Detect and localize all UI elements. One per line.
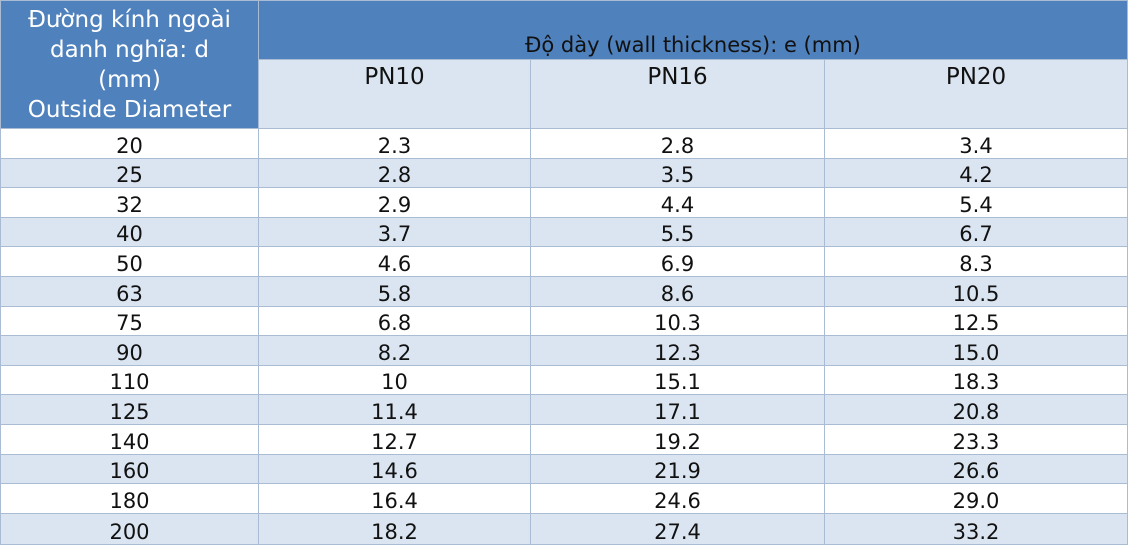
diameter-cell: 110 bbox=[0, 364, 259, 396]
table-row: 40 3.7 5.5 6.7 bbox=[0, 216, 1128, 248]
pn20-cell: 20.8 bbox=[823, 394, 1128, 425]
pn10-cell: 2.9 bbox=[258, 187, 531, 218]
pn16-cell: 19.2 bbox=[530, 423, 825, 455]
pn16-cell: 24.6 bbox=[530, 483, 825, 514]
table-row: 110 10 15.1 18.3 bbox=[0, 364, 1128, 396]
pn10-cell: 11.4 bbox=[258, 394, 531, 425]
diameter-label-line-1: Đường kính ngoài bbox=[28, 6, 231, 33]
diameter-cell: 75 bbox=[0, 305, 259, 337]
table-row: 140 12.7 19.2 23.3 bbox=[0, 423, 1128, 455]
pn20-cell: 23.3 bbox=[823, 423, 1128, 455]
diameter-cell: 32 bbox=[0, 187, 259, 218]
pn10-cell: 16.4 bbox=[258, 483, 531, 514]
outside-diameter-header: Đường kính ngoài danh nghĩa: d (mm) Outs… bbox=[0, 0, 259, 129]
pn20-cell: 10.5 bbox=[823, 275, 1128, 307]
table-row: 125 11.4 17.1 20.8 bbox=[0, 394, 1128, 425]
pn10-cell: 4.6 bbox=[258, 246, 531, 277]
pn16-cell: 8.6 bbox=[530, 275, 825, 307]
pn10-cell: 6.8 bbox=[258, 305, 531, 337]
pn10-cell: 5.8 bbox=[258, 275, 531, 307]
pn10-header: PN10 bbox=[258, 59, 531, 129]
diameter-cell: 50 bbox=[0, 246, 259, 277]
diameter-cell: 140 bbox=[0, 423, 259, 455]
pn10-cell: 2.3 bbox=[258, 128, 531, 159]
table-body: 20 2.3 2.8 3.4 25 2.8 3.5 4.2 32 2.9 4.4 5.4 40 3.7 5.… bbox=[0, 128, 1128, 545]
pn20-cell: 15.0 bbox=[823, 335, 1128, 366]
pn16-cell: 2.8 bbox=[530, 128, 825, 159]
pn20-cell: 29.0 bbox=[823, 483, 1128, 514]
diameter-cell: 125 bbox=[0, 394, 259, 425]
diameter-cell: 200 bbox=[0, 512, 259, 545]
table-row: 200 18.2 27.4 33.2 bbox=[0, 512, 1128, 545]
diameter-cell: 25 bbox=[0, 157, 259, 189]
pn20-cell: 18.3 bbox=[823, 364, 1128, 396]
table-row: 75 6.8 10.3 12.5 bbox=[0, 305, 1128, 337]
pn10-cell: 2.8 bbox=[258, 157, 531, 189]
pn16-header: PN16 bbox=[530, 59, 825, 129]
table-row: 160 14.6 21.9 26.6 bbox=[0, 453, 1128, 485]
table-row: 20 2.3 2.8 3.4 bbox=[0, 128, 1128, 159]
pn16-cell: 3.5 bbox=[530, 157, 825, 189]
table-row: 32 2.9 4.4 5.4 bbox=[0, 187, 1128, 218]
pn20-cell: 12.5 bbox=[823, 305, 1128, 337]
diameter-cell: 160 bbox=[0, 453, 259, 485]
diameter-cell: 180 bbox=[0, 483, 259, 514]
diameter-label-line-3: (mm) bbox=[98, 66, 161, 93]
table-row: 90 8.2 12.3 15.0 bbox=[0, 335, 1128, 366]
diameter-cell: 63 bbox=[0, 275, 259, 307]
pn20-cell: 26.6 bbox=[823, 453, 1128, 485]
pn20-header: PN20 bbox=[823, 59, 1128, 129]
table-row: 180 16.4 24.6 29.0 bbox=[0, 483, 1128, 514]
diameter-label-line-2: danh nghĩa: d bbox=[49, 36, 210, 63]
wall-thickness-header: Độ dày (wall thickness): e (mm) bbox=[257, 0, 1128, 60]
table-row: 25 2.8 3.5 4.2 bbox=[0, 157, 1128, 189]
pn16-cell: 27.4 bbox=[530, 512, 825, 545]
pn16-cell: 10.3 bbox=[530, 305, 825, 337]
diameter-label-line-4: Outside Diameter bbox=[27, 96, 232, 123]
pn16-cell: 6.9 bbox=[530, 246, 825, 277]
pn10-cell: 12.7 bbox=[258, 423, 531, 455]
pn10-cell: 10 bbox=[258, 364, 531, 396]
pn20-cell: 3.4 bbox=[823, 128, 1128, 159]
pn20-cell: 5.4 bbox=[823, 187, 1128, 218]
pn16-cell: 15.1 bbox=[530, 364, 825, 396]
pn16-cell: 5.5 bbox=[530, 216, 825, 248]
pn20-cell: 33.2 bbox=[823, 512, 1128, 545]
diameter-cell: 20 bbox=[0, 128, 259, 159]
diameter-cell: 40 bbox=[0, 216, 259, 248]
pn10-cell: 3.7 bbox=[258, 216, 531, 248]
pn16-cell: 4.4 bbox=[530, 187, 825, 218]
diameter-cell: 90 bbox=[0, 335, 259, 366]
pn16-cell: 21.9 bbox=[530, 453, 825, 485]
table-row: 50 4.6 6.9 8.3 bbox=[0, 246, 1128, 277]
pn10-cell: 8.2 bbox=[258, 335, 531, 366]
pn16-cell: 17.1 bbox=[530, 394, 825, 425]
pn10-cell: 18.2 bbox=[258, 512, 531, 545]
pn20-cell: 4.2 bbox=[823, 157, 1128, 189]
pn20-cell: 8.3 bbox=[823, 246, 1128, 277]
pn10-cell: 14.6 bbox=[258, 453, 531, 485]
table-row: 63 5.8 8.6 10.5 bbox=[0, 275, 1128, 307]
pn16-cell: 12.3 bbox=[530, 335, 825, 366]
pn20-cell: 6.7 bbox=[823, 216, 1128, 248]
